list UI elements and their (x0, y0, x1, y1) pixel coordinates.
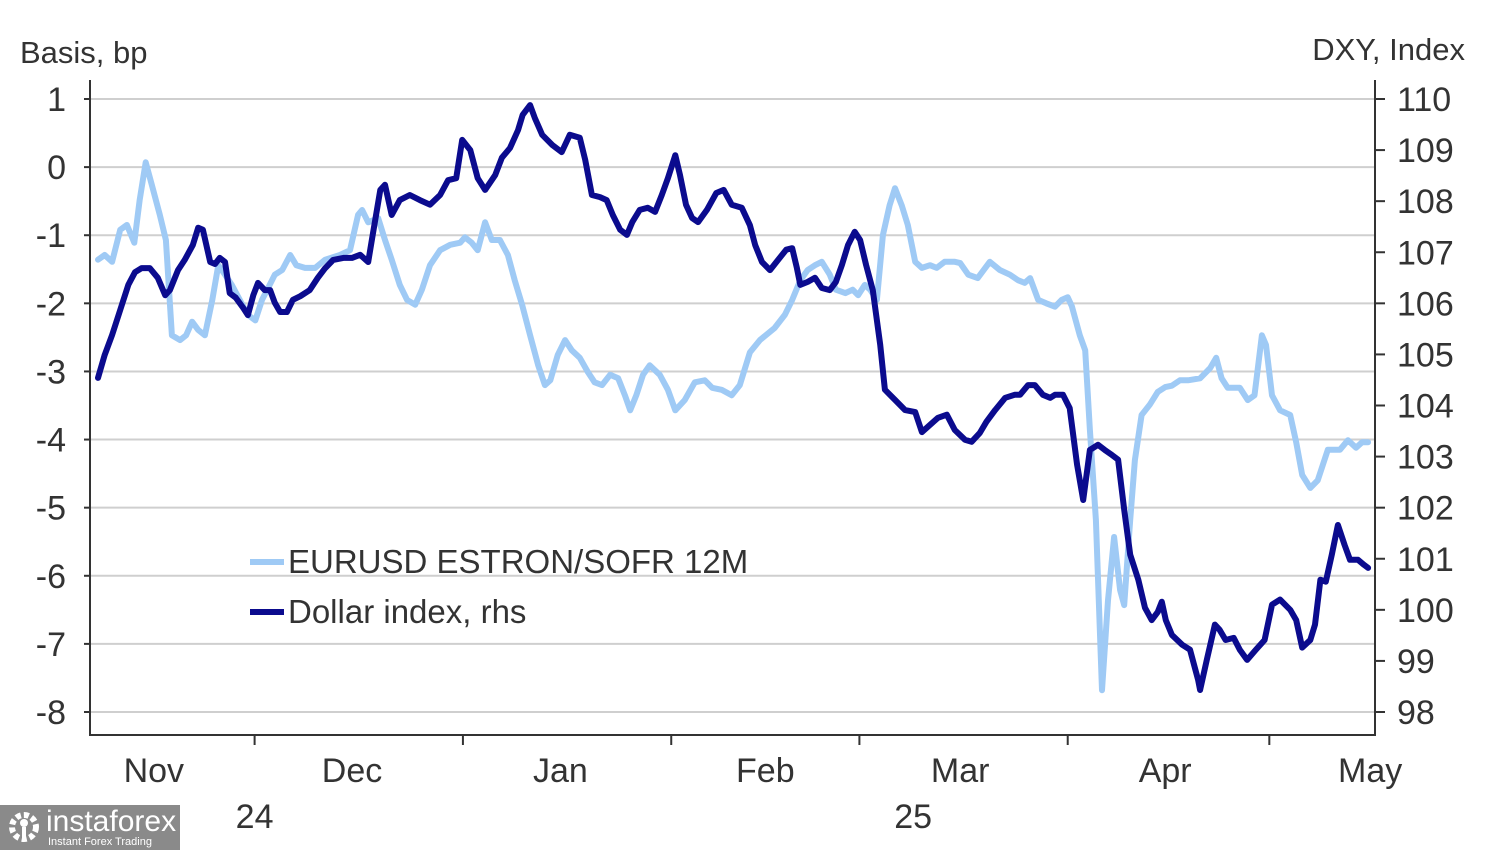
right-tick-labels: 110 109 108 107 106 105 104 103 102 101 100 99 98 (1375, 81, 1454, 732)
legend-label-basis: EURUSD ESTRON/SOFR 12M (288, 543, 748, 580)
watermark-brand: instaforex (46, 805, 177, 838)
gridlines (90, 98, 1375, 713)
right-tick-label: 100 (1397, 592, 1454, 630)
left-tick-label: -6 (36, 558, 66, 596)
series-line-dollar-index (95, 102, 1372, 693)
left-tick-label: -7 (36, 626, 66, 664)
right-tick-label: 101 (1397, 541, 1454, 579)
right-tick-label: 103 (1397, 439, 1454, 477)
right-tick-label: 106 (1397, 285, 1454, 323)
legend-label-dxy: Dollar index, rhs (288, 593, 526, 630)
right-tick-label: 107 (1397, 234, 1454, 272)
x-tick-label: Dec (322, 752, 382, 790)
left-tick-labels: 1 0 -1 -2 -3 -4 -5 -6 -7 -8 (36, 81, 90, 732)
x-year-label: 25 (894, 798, 932, 836)
right-tick-label: 110 (1397, 81, 1451, 119)
right-tick-label: 99 (1397, 643, 1435, 681)
left-tick-label: -5 (36, 490, 66, 528)
legend: EURUSD ESTRON/SOFR 12M Dollar index, rhs (250, 543, 748, 630)
x-tick-label: Jan (533, 752, 588, 790)
x-tick-labels: Nov Dec Jan Feb Mar Apr May 24 25 (124, 735, 1402, 836)
series-line-eurusd-basis (95, 159, 1372, 694)
x-tick-label: Apr (1139, 752, 1192, 790)
x-year-label: 24 (236, 798, 274, 836)
left-tick-label: -8 (36, 694, 66, 732)
left-tick-label: -1 (36, 217, 66, 255)
right-axis-title: DXY, Index (1312, 32, 1465, 67)
x-tick-label: May (1338, 752, 1402, 790)
series-lines (95, 102, 1372, 694)
left-tick-label: 0 (47, 149, 66, 187)
right-tick-label: 108 (1397, 183, 1454, 221)
gear-logo-icon (9, 812, 39, 842)
left-tick-label: -4 (36, 422, 66, 460)
x-tick-label: Mar (931, 752, 990, 790)
watermark-logo: instaforex Instant Forex Trading (0, 805, 180, 850)
right-tick-label: 102 (1397, 490, 1454, 528)
left-tick-label: -2 (36, 285, 66, 323)
x-tick-label: Nov (124, 752, 184, 790)
right-tick-label: 104 (1397, 388, 1454, 426)
axes (89, 80, 1376, 736)
left-tick-label: -3 (36, 353, 66, 391)
right-tick-label: 109 (1397, 132, 1454, 170)
x-tick-label: Feb (736, 752, 795, 790)
right-tick-label: 105 (1397, 336, 1454, 374)
right-tick-label: 98 (1397, 694, 1435, 732)
watermark-tagline: Instant Forex Trading (48, 836, 152, 848)
left-tick-label: 1 (47, 81, 66, 119)
left-axis-title: Basis, bp (20, 35, 148, 70)
